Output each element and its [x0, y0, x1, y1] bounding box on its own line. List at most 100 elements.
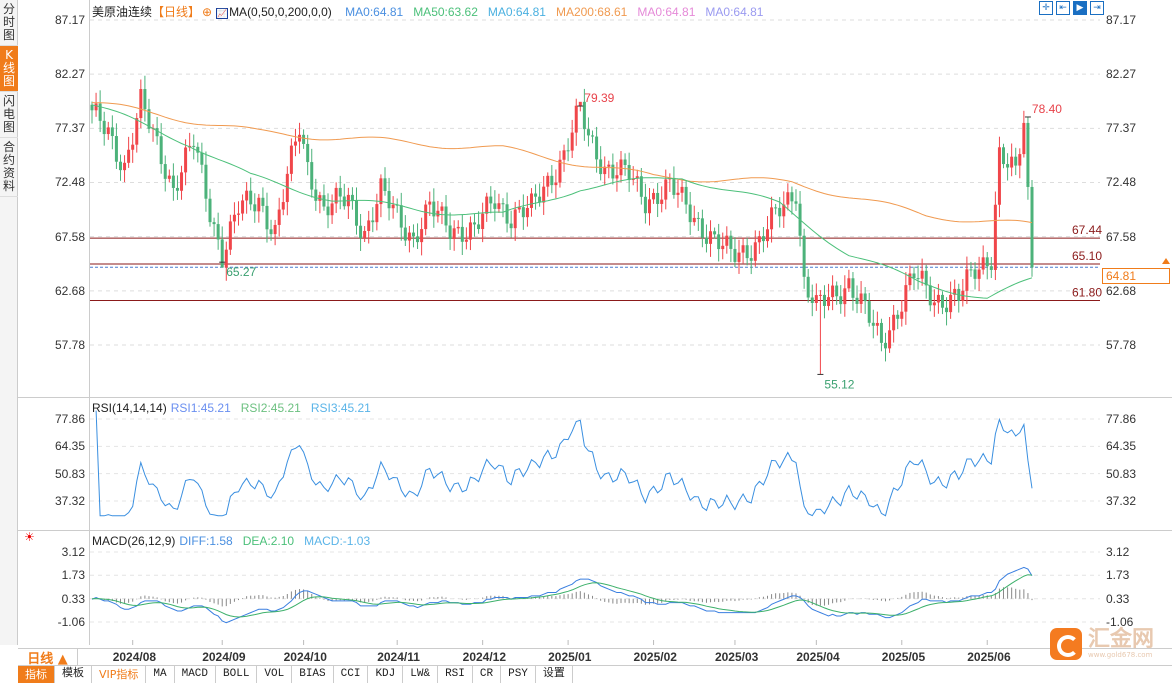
candle-body: [643, 196, 647, 214]
chart-canvas[interactable]: 67.44 65.10 61.80 79.39 65.27 55.12 78.40: [0, 0, 1172, 645]
candle-body: [440, 206, 444, 211]
candle-body: [892, 314, 896, 331]
candle-body: [175, 187, 179, 191]
candle-body: [664, 179, 668, 200]
candle-body: [529, 193, 533, 208]
indicator-button-14[interactable]: 设置: [536, 666, 573, 683]
macd-label: MACD(26,12,9): [92, 534, 176, 548]
rsi-label: RSI(14,14,14): [92, 401, 167, 415]
indicator-button-8[interactable]: CCI: [334, 666, 369, 683]
candle-body: [749, 258, 753, 261]
play-icon[interactable]: ▶: [1073, 1, 1087, 15]
indicator-button-1[interactable]: 模板: [55, 666, 92, 683]
candle-body: [884, 342, 888, 349]
period-selector[interactable]: 日线 ▲: [18, 648, 78, 667]
support-label: 65.10: [1072, 249, 1102, 263]
candle-body: [713, 231, 717, 235]
candle-body: [473, 222, 477, 225]
indicator-button-6[interactable]: VOL: [257, 666, 293, 683]
candle-body: [949, 294, 953, 313]
indicator-button-4[interactable]: MACD: [175, 666, 217, 683]
candle-body: [326, 206, 330, 216]
indicator-button-12[interactable]: CR: [473, 666, 502, 683]
candle-body: [371, 220, 375, 223]
candle-body: [98, 103, 102, 121]
candle-body: [822, 294, 826, 306]
extreme-label: 78.40: [1032, 102, 1062, 116]
candle-body: [261, 197, 265, 206]
candle-body: [220, 239, 224, 268]
settings-icon[interactable]: ⊕: [202, 5, 213, 19]
candle-body: [204, 164, 208, 199]
candle-body: [700, 218, 704, 238]
indicator-button-3[interactable]: MA: [146, 666, 175, 683]
chart-toolbar: ✛ ⇤ ▶ ⇥: [1039, 1, 1104, 15]
candle-body: [432, 201, 436, 217]
candle-body: [424, 204, 428, 230]
candle-body: [139, 89, 143, 119]
sidebar-tab-3[interactable]: 合约资料: [0, 138, 18, 197]
candle-body: [595, 136, 599, 160]
indicator-button-0[interactable]: 指标: [18, 666, 55, 683]
candle-body: [387, 191, 391, 209]
macd-tick-right: -1.06: [1106, 615, 1134, 629]
candle-body: [1022, 122, 1026, 155]
candle-body: [318, 195, 322, 201]
sidebar-tab-0[interactable]: 分时图: [0, 0, 18, 46]
candle-body: [566, 150, 570, 152]
ma-value: MA0:64.81: [705, 5, 764, 19]
indicator-button-2[interactable]: VIP指标: [92, 666, 147, 683]
candle-body: [827, 297, 831, 306]
candle-body: [656, 192, 660, 204]
price-tick-right: 77.37: [1106, 121, 1137, 136]
candle-body: [814, 295, 818, 303]
indicator-button-13[interactable]: PSY: [501, 666, 536, 683]
macd-tick-left: 1.73: [61, 568, 85, 583]
candle-body: [143, 89, 147, 110]
candle-body: [761, 236, 765, 242]
zoom-range-icon[interactable]: ⇤: [1056, 1, 1070, 15]
candle-body: [932, 302, 936, 306]
candle-body: [1010, 156, 1014, 168]
sidebar-tab-1[interactable]: K线图: [0, 46, 18, 92]
sidebar-tab-2[interactable]: 闪电图: [0, 92, 18, 138]
indicator-button-7[interactable]: BIAS: [292, 666, 334, 683]
indicator-sun-icon[interactable]: ☀: [24, 530, 35, 544]
indicator-button-10[interactable]: LW&: [403, 666, 439, 683]
candle-body: [753, 242, 757, 261]
candle-body: [847, 278, 851, 289]
candle-body: [411, 232, 415, 237]
price-tick-left: 62.68: [54, 283, 85, 298]
candle-body: [786, 192, 790, 205]
price-tick-right: 87.17: [1106, 13, 1137, 27]
candle-body: [232, 214, 236, 222]
candle-body: [334, 187, 338, 204]
candle-body: [363, 230, 367, 239]
candle-body: [725, 235, 729, 246]
date-axis: 2024/08 2024/09 2024/10 2024/11 2024/12 2025/…: [18, 648, 1172, 665]
indicator-button-5[interactable]: BOLL: [216, 666, 258, 683]
exit-icon[interactable]: ⇥: [1090, 1, 1104, 15]
candle-body: [879, 322, 883, 343]
candle-body: [574, 105, 578, 133]
candle-body: [416, 236, 420, 243]
candle-body: [737, 252, 741, 262]
rsi-tick-right: 64.35: [1106, 439, 1137, 454]
candle-body: [782, 204, 786, 217]
ma-icon[interactable]: 📈: [216, 8, 229, 19]
indicator-button-9[interactable]: KDJ: [368, 666, 404, 683]
candle-body: [855, 297, 859, 304]
candle-body: [965, 269, 969, 291]
current-price-arrow-icon: [1162, 258, 1170, 264]
crosshair-icon[interactable]: ✛: [1039, 1, 1053, 15]
candle-body: [554, 182, 558, 186]
candle-body: [818, 294, 822, 296]
rsi-tick-left: 77.86: [54, 412, 85, 426]
candle-body: [660, 199, 664, 204]
candle-body: [269, 229, 273, 235]
candle-body: [810, 297, 814, 303]
indicator-button-11[interactable]: RSI: [438, 666, 473, 683]
date-tick: 2025/01: [548, 650, 592, 664]
candle-body: [155, 128, 159, 137]
rsi1-value: RSI1:45.21: [170, 401, 231, 415]
